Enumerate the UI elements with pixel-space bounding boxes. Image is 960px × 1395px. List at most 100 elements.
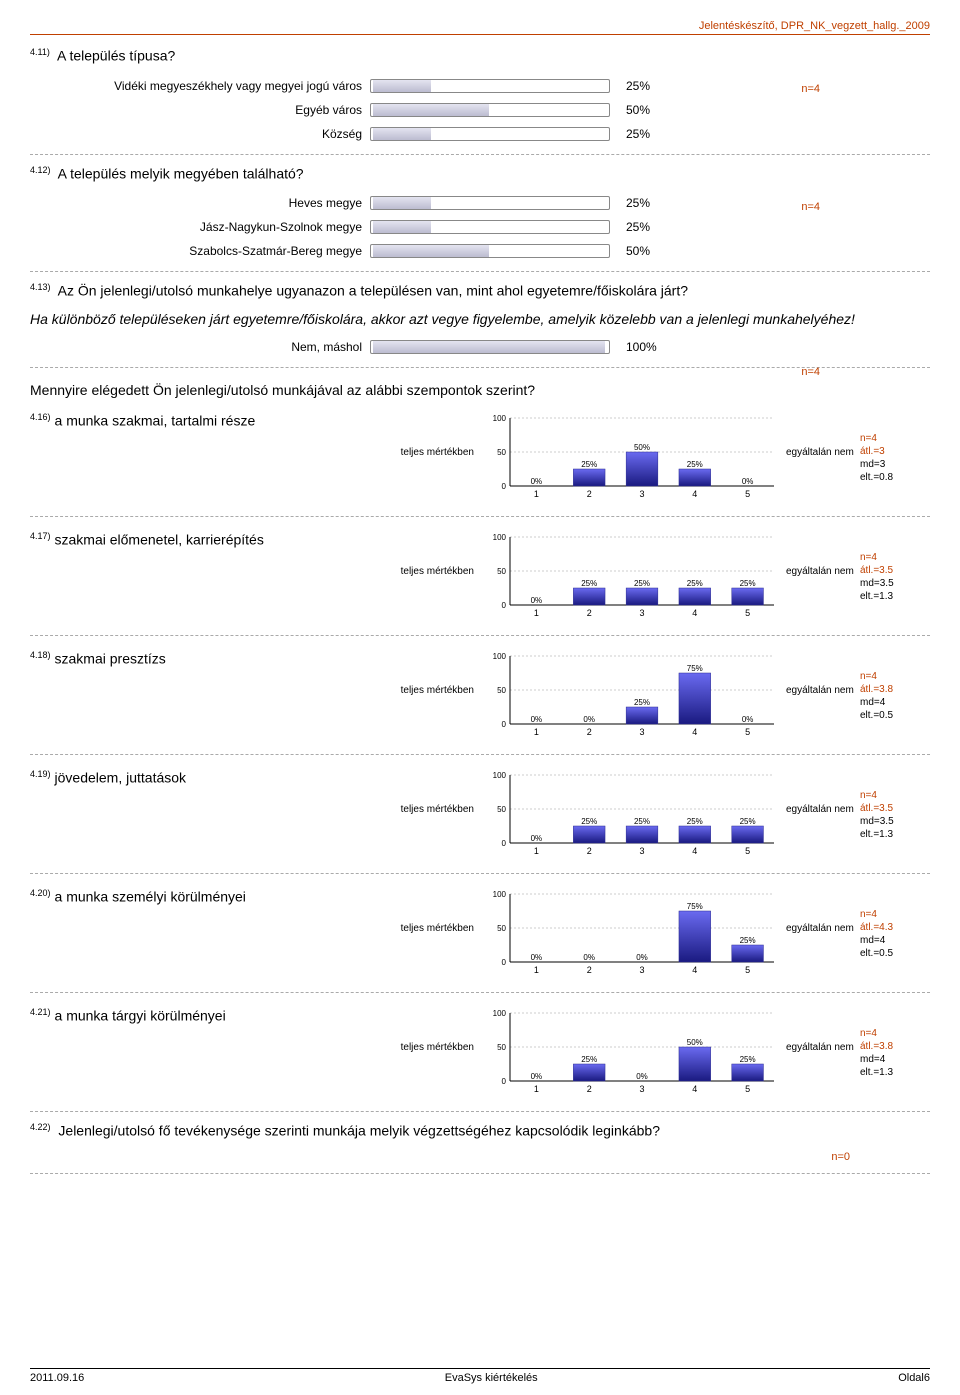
likert-stats: n=4átl.=3.8md=4elt.=1.3 [860, 1007, 930, 1079]
hbar-fill [373, 80, 431, 92]
svg-text:4: 4 [692, 846, 697, 856]
stat-md: md=3 [860, 458, 930, 471]
q22-section: 4.22) Jelenlegi/utolsó fő tevékenysége s… [30, 1122, 930, 1163]
svg-text:5: 5 [745, 846, 750, 856]
likert-qtext: 4.18)szakmai presztízs [30, 650, 400, 667]
svg-text:100: 100 [493, 890, 507, 899]
likert-chart-svg: 1005000%125%225%325%425%5 [480, 531, 780, 621]
stat-atl: átl.=3.8 [860, 683, 930, 696]
svg-text:1: 1 [534, 608, 539, 618]
svg-text:0%: 0% [531, 596, 543, 605]
hbar-label: Nem, máshol [30, 340, 370, 354]
likert-row: 4.16)a munka szakmai, tartalmi részetelj… [30, 408, 930, 506]
stat-elt: elt.=1.3 [860, 828, 930, 841]
hbar-label: Heves megye [30, 196, 370, 210]
likert-stats: n=4átl.=3.5md=3.5elt.=1.3 [860, 769, 930, 841]
likert-chart: 1005000%125%225%325%425%5 [480, 769, 780, 859]
likert-qtext: 4.16)a munka szakmai, tartalmi része [30, 412, 400, 429]
likert-row: 4.18)szakmai presztízsteljes mértékben 1… [30, 646, 930, 744]
svg-text:4: 4 [692, 608, 697, 618]
q11-title: 4.11) A település típusa? [30, 47, 930, 64]
stat-n: n=4 [860, 432, 930, 445]
footer-date: 2011.09.16 [30, 1372, 84, 1384]
svg-text:5: 5 [745, 489, 750, 499]
likert-chart-svg: 1005000%125%20%350%425%5 [480, 1007, 780, 1097]
page-footer: 2011.09.16 EvaSys kiértékelés Oldal6 [30, 1368, 930, 1384]
separator [30, 367, 930, 368]
hbar-pct: 100% [610, 340, 670, 354]
svg-text:50%: 50% [634, 443, 650, 452]
stat-atl: átl.=3.5 [860, 802, 930, 815]
stat-md: md=3.5 [860, 815, 930, 828]
likert-chart-svg: 1005000%125%225%325%425%5 [480, 769, 780, 859]
svg-text:25%: 25% [581, 1055, 597, 1064]
likert-left-label: teljes mértékben [400, 650, 480, 696]
svg-text:0%: 0% [583, 953, 595, 962]
svg-text:2: 2 [587, 727, 592, 737]
svg-text:50: 50 [497, 805, 506, 814]
svg-text:25%: 25% [634, 698, 650, 707]
svg-text:25%: 25% [740, 817, 756, 826]
likert-qtext: 4.19)jövedelem, juttatások [30, 769, 400, 786]
svg-text:5: 5 [745, 727, 750, 737]
svg-text:4: 4 [692, 727, 697, 737]
svg-text:75%: 75% [687, 664, 703, 673]
svg-text:3: 3 [639, 727, 644, 737]
stat-atl: átl.=4.3 [860, 921, 930, 934]
hbar-row: Nem, máshol 100% [30, 337, 930, 357]
q12-title: 4.12) A település melyik megyében találh… [30, 165, 930, 182]
hbar-label: Jász-Nagykun-Szolnok megye [30, 220, 370, 234]
svg-text:25%: 25% [581, 817, 597, 826]
svg-text:0%: 0% [531, 715, 543, 724]
q13-title: 4.13) Az Ön jelenlegi/utolsó munkahelye … [30, 282, 930, 299]
likert-right-label: egyáltalán nem [780, 888, 860, 934]
svg-text:0: 0 [502, 1077, 507, 1086]
hbar-label: Község [30, 127, 370, 141]
svg-text:3: 3 [639, 1084, 644, 1094]
svg-text:1: 1 [534, 965, 539, 975]
svg-text:1: 1 [534, 846, 539, 856]
hbar-fill [373, 128, 431, 140]
stat-atl: átl.=3 [860, 445, 930, 458]
q12-rows: Heves megye25%Jász-Nagykun-Szolnok megye… [30, 193, 930, 261]
svg-text:25%: 25% [581, 460, 597, 469]
svg-text:0%: 0% [636, 1072, 648, 1081]
q13-section: 4.13) Az Ön jelenlegi/utolsó munkahelye … [30, 282, 930, 357]
svg-text:0%: 0% [531, 953, 543, 962]
svg-text:0%: 0% [583, 715, 595, 724]
svg-text:0%: 0% [742, 715, 754, 724]
hbar-pct: 50% [610, 244, 670, 258]
separator [30, 635, 930, 636]
likert-row: 4.19)jövedelem, juttatásokteljes mértékb… [30, 765, 930, 863]
hbar-pct: 25% [610, 127, 670, 141]
svg-text:50: 50 [497, 567, 506, 576]
likert-chart: 1005000%125%20%350%425%5 [480, 1007, 780, 1097]
svg-text:75%: 75% [687, 902, 703, 911]
hbar-label: Szabolcs-Szatmár-Bereg megye [30, 244, 370, 258]
section-header: Mennyire elégedett Ön jelenlegi/utolsó m… [30, 382, 930, 398]
likert-left-label: teljes mértékben [400, 769, 480, 815]
svg-text:50: 50 [497, 686, 506, 695]
separator [30, 271, 930, 272]
stat-n: n=4 [860, 1027, 930, 1040]
stat-md: md=4 [860, 1053, 930, 1066]
svg-text:100: 100 [493, 414, 507, 423]
separator [30, 992, 930, 993]
likert-chart: 1005000%10%20%375%425%5 [480, 888, 780, 978]
likert-row: 4.20)a munka személyi körülményeiteljes … [30, 884, 930, 982]
svg-text:25%: 25% [687, 579, 703, 588]
likert-chart-svg: 1005000%10%225%375%40%5 [480, 650, 780, 740]
svg-text:0%: 0% [742, 477, 754, 486]
hbar-row: Egyéb város50% [30, 100, 930, 120]
likert-right-label: egyáltalán nem [780, 412, 860, 458]
q13-n: n=4 [801, 366, 820, 378]
svg-text:25%: 25% [740, 579, 756, 588]
likert-right-label: egyáltalán nem [780, 769, 860, 815]
likert-qnum: 4.21) [30, 1007, 51, 1017]
likert-left-label: teljes mértékben [400, 531, 480, 577]
q22-num: 4.22) [30, 1122, 51, 1132]
hbar-track [370, 196, 610, 210]
hbar-label: Vidéki megyeszékhely vagy megyei jogú vá… [30, 79, 370, 93]
svg-text:3: 3 [639, 489, 644, 499]
likert-row: 4.17)szakmai előmenetel, karrierépítéste… [30, 527, 930, 625]
